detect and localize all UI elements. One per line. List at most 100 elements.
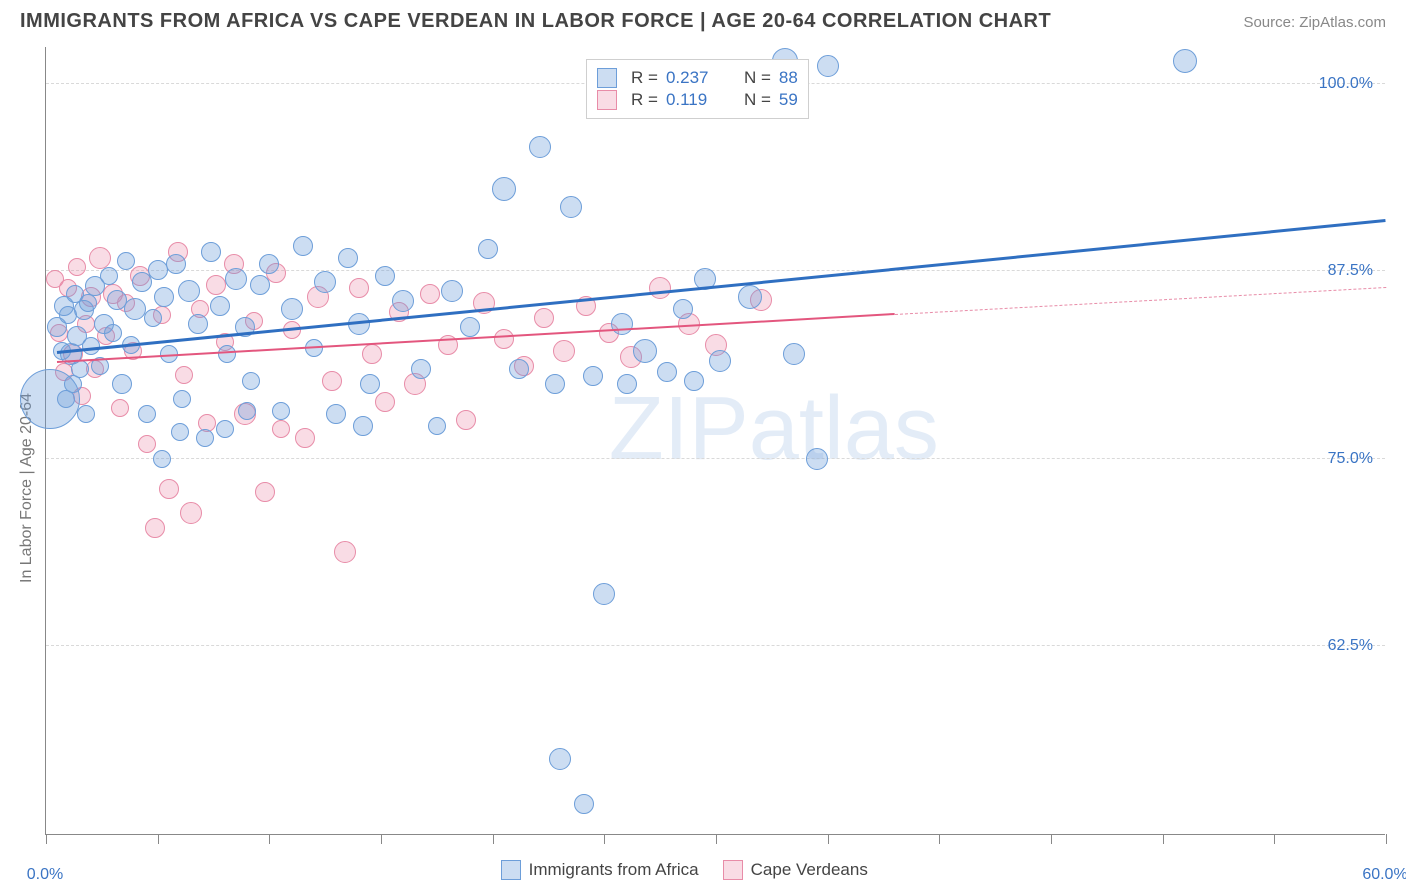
scatter-point-capeverdean xyxy=(553,340,575,362)
scatter-point-africa xyxy=(806,448,828,470)
scatter-point-africa xyxy=(100,267,118,285)
x-tick xyxy=(1386,834,1387,844)
x-tick-label: 60.0% xyxy=(1362,866,1406,884)
scatter-point-capeverdean xyxy=(255,482,275,502)
x-tick xyxy=(46,834,47,844)
watermark-text: ZIPatlas xyxy=(609,378,939,481)
scatter-point-africa xyxy=(104,324,122,342)
scatter-point-africa xyxy=(171,423,189,441)
scatter-point-africa xyxy=(117,252,135,270)
regression-line-capeverdean-ext xyxy=(895,287,1386,315)
bottom-legend-label: Cape Verdeans xyxy=(751,860,868,880)
x-tick xyxy=(828,834,829,844)
scatter-point-africa xyxy=(79,294,97,312)
x-tick xyxy=(604,834,605,844)
scatter-point-capeverdean xyxy=(349,278,369,298)
scatter-point-africa xyxy=(411,359,431,379)
scatter-point-africa xyxy=(509,359,529,379)
scatter-point-africa xyxy=(144,309,162,327)
scatter-point-africa xyxy=(225,268,247,290)
x-tick xyxy=(1051,834,1052,844)
x-tick xyxy=(716,834,717,844)
scatter-point-africa xyxy=(738,285,762,309)
scatter-point-africa xyxy=(783,343,805,365)
scatter-point-capeverdean xyxy=(375,392,395,412)
scatter-point-africa xyxy=(441,280,463,302)
scatter-point-africa xyxy=(250,275,270,295)
scatter-point-capeverdean xyxy=(175,366,193,384)
y-tick-label: 75.0% xyxy=(1328,450,1379,468)
scatter-point-capeverdean xyxy=(334,541,356,563)
y-tick-label: 62.5% xyxy=(1328,637,1379,655)
scatter-point-capeverdean xyxy=(68,258,86,276)
scatter-point-capeverdean xyxy=(494,329,514,349)
bottom-legend-item: Cape Verdeans xyxy=(723,860,868,880)
legend-n-label: N = xyxy=(744,68,771,88)
legend-n-value: 88 xyxy=(779,68,798,88)
scatter-point-africa xyxy=(1173,49,1197,73)
x-tick xyxy=(939,834,940,844)
scatter-point-africa xyxy=(210,296,230,316)
chart-title: IMMIGRANTS FROM AFRICA VS CAPE VERDEAN I… xyxy=(20,10,1051,33)
scatter-point-capeverdean xyxy=(272,420,290,438)
scatter-point-africa xyxy=(817,55,839,77)
scatter-point-africa xyxy=(326,404,346,424)
gridline-h xyxy=(46,645,1385,646)
scatter-point-africa xyxy=(124,298,146,320)
scatter-point-capeverdean xyxy=(295,428,315,448)
chart-container: In Labor Force | Age 20-64 ZIPatlas 62.5… xyxy=(0,39,1406,884)
scatter-point-africa xyxy=(218,345,236,363)
scatter-point-capeverdean xyxy=(534,308,554,328)
scatter-point-capeverdean xyxy=(456,410,476,430)
gridline-h xyxy=(46,458,1385,459)
scatter-point-africa xyxy=(684,371,704,391)
legend-r-label: R = xyxy=(631,90,658,110)
scatter-point-africa xyxy=(460,317,480,337)
scatter-point-africa xyxy=(617,374,637,394)
bottom-legend-item: Immigrants from Africa xyxy=(501,860,699,880)
scatter-point-africa xyxy=(353,416,373,436)
legend-n-value: 59 xyxy=(779,90,798,110)
scatter-point-africa xyxy=(492,177,516,201)
scatter-point-capeverdean xyxy=(145,518,165,538)
bottom-legend-label: Immigrants from Africa xyxy=(529,860,699,880)
scatter-point-capeverdean xyxy=(362,344,382,364)
x-tick xyxy=(158,834,159,844)
scatter-point-africa xyxy=(77,405,95,423)
scatter-point-capeverdean xyxy=(420,284,440,304)
scatter-point-africa xyxy=(560,196,582,218)
scatter-point-africa xyxy=(293,236,313,256)
scatter-point-africa xyxy=(272,402,290,420)
scatter-point-capeverdean xyxy=(206,275,226,295)
scatter-point-africa xyxy=(242,372,260,390)
scatter-point-africa xyxy=(188,314,208,334)
x-tick xyxy=(381,834,382,844)
bottom-legend: Immigrants from Africa Cape Verdeans xyxy=(501,860,868,880)
scatter-point-africa xyxy=(259,254,279,274)
scatter-point-africa xyxy=(673,299,693,319)
legend-swatch xyxy=(501,860,521,880)
legend-swatch xyxy=(723,860,743,880)
legend-r-value: 0.237 xyxy=(666,68,724,88)
scatter-point-africa xyxy=(574,794,594,814)
title-bar: IMMIGRANTS FROM AFRICA VS CAPE VERDEAN I… xyxy=(0,0,1406,39)
scatter-point-capeverdean xyxy=(322,371,342,391)
scatter-point-africa xyxy=(154,287,174,307)
scatter-point-africa xyxy=(375,266,395,286)
scatter-point-africa xyxy=(238,402,256,420)
plot-area: ZIPatlas 62.5%75.0%87.5%100.0%R =0.237N … xyxy=(45,47,1385,835)
legend-top-row: R =0.237N =88 xyxy=(597,68,798,88)
scatter-point-africa xyxy=(545,374,565,394)
scatter-point-africa xyxy=(428,417,446,435)
scatter-point-capeverdean xyxy=(138,435,156,453)
y-tick-label: 87.5% xyxy=(1328,262,1379,280)
scatter-point-africa xyxy=(166,254,186,274)
scatter-point-africa xyxy=(549,748,571,770)
x-tick xyxy=(493,834,494,844)
source-label: Source: ZipAtlas.com xyxy=(1243,14,1386,31)
legend-top-row: R = 0.119N =59 xyxy=(597,90,798,110)
legend-r-value: 0.119 xyxy=(666,90,724,110)
scatter-point-africa xyxy=(281,298,303,320)
scatter-point-africa xyxy=(196,429,214,447)
scatter-point-africa xyxy=(112,374,132,394)
